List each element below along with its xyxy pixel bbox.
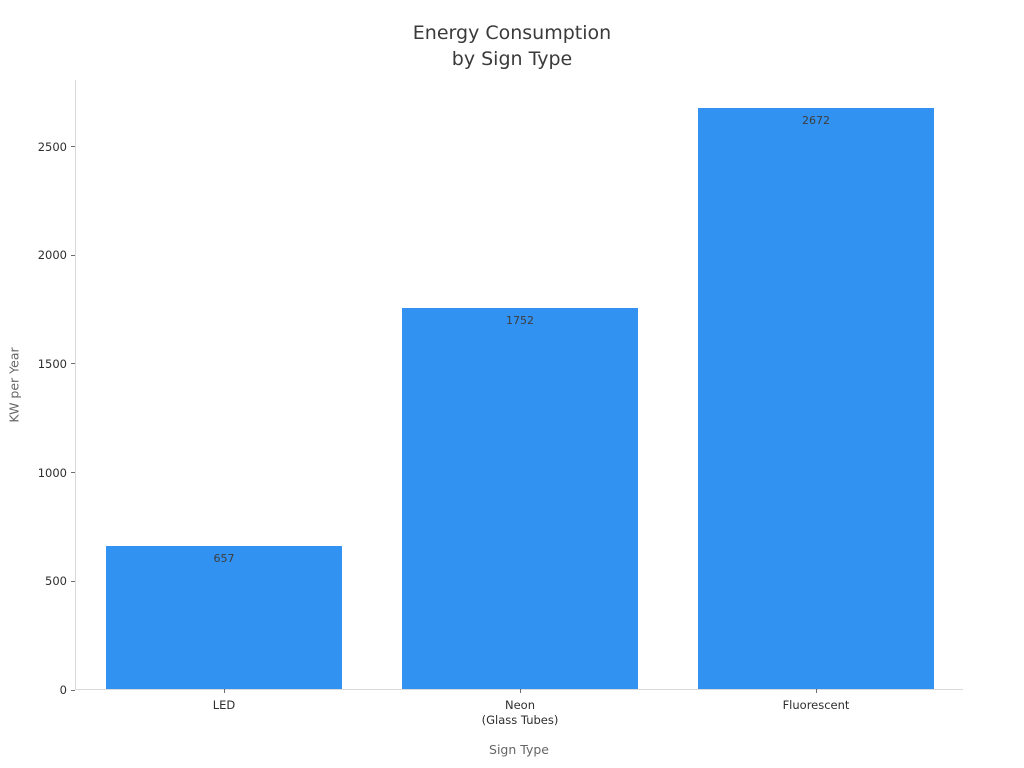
- x-tick-mark: [816, 689, 817, 693]
- bar: [401, 308, 639, 689]
- plot-area: 0 500 1000 1500 2000 2500 657 LED 1752 Neon (Glas…: [38, 80, 963, 727]
- bar-value-label: 1752: [506, 314, 534, 328]
- y-tick-label: 1000: [37, 465, 67, 480]
- y-axis-title: KW per Year: [6, 347, 22, 423]
- y-tick-label: 1500: [37, 356, 67, 371]
- x-tick-mark: [520, 689, 521, 693]
- bar: [105, 546, 343, 689]
- y-tick-label: 2000: [37, 248, 67, 263]
- y-tick-mark: [71, 363, 75, 365]
- y-tick-mark: [71, 146, 75, 148]
- y-tick-mark: [71, 472, 75, 474]
- y-tick-label: 2500: [37, 139, 67, 154]
- chart-title: Energy Consumption by Sign Type: [412, 22, 612, 70]
- y-tick-mark: [71, 254, 75, 256]
- y-tick-mark: [71, 580, 75, 582]
- bar-value-label: 2672: [802, 114, 830, 128]
- y-tick-mark: [71, 689, 75, 691]
- bar-value-label: 657: [213, 552, 235, 566]
- y-tick-label: 0: [59, 683, 67, 697]
- bar: [697, 108, 935, 689]
- y-tick-label: 500: [45, 574, 67, 589]
- x-tick-mark: [224, 689, 225, 693]
- x-tick-label: Neon (Glass Tubes): [481, 698, 559, 727]
- x-tick-label: Fluorescent: [782, 698, 850, 712]
- x-axis-title: Sign Type: [489, 742, 549, 757]
- x-tick-label: LED: [212, 698, 236, 712]
